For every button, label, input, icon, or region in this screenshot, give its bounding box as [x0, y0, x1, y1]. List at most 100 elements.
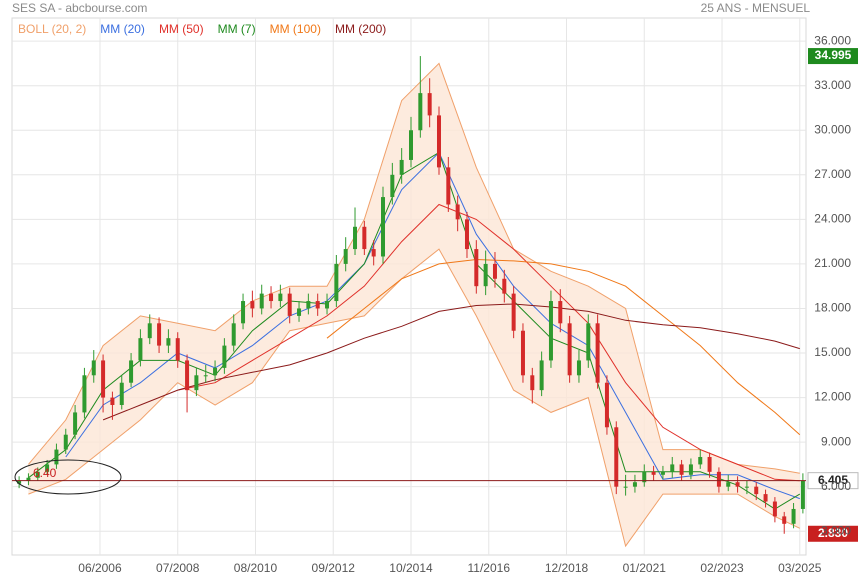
candle-body — [623, 486, 628, 488]
candle-body — [101, 360, 106, 398]
candle-body — [688, 464, 693, 475]
x-tick-label: 09/2012 — [312, 561, 356, 575]
candle-body — [530, 375, 535, 391]
candle-body — [381, 197, 386, 257]
candle-body — [129, 360, 134, 383]
y-tick-label: 3.000 — [821, 523, 851, 537]
candle-body — [259, 293, 264, 309]
candle-body — [119, 382, 124, 405]
x-tick-label: 01/2021 — [623, 561, 667, 575]
candle-body — [576, 360, 581, 376]
candle-body — [110, 397, 115, 405]
candle-body — [763, 494, 768, 502]
min-price-label: 2.830 — [818, 526, 848, 540]
annotation-ellipse — [14, 459, 122, 495]
x-tick-label: 11/2016 — [468, 561, 511, 575]
candle-body — [735, 482, 740, 487]
legend-entry: BOLL (20, 2) — [18, 22, 86, 36]
candle-body — [409, 130, 413, 160]
candle-body — [754, 486, 759, 495]
candle-body — [54, 449, 59, 465]
candle-body — [800, 480, 805, 509]
candle-body — [250, 301, 255, 309]
candle-body — [539, 360, 544, 391]
candle-body — [138, 338, 143, 361]
x-tick-label: 08/2010 — [234, 561, 278, 575]
candle-body — [297, 308, 302, 316]
candle-body — [306, 301, 311, 309]
candle-body — [157, 323, 162, 346]
y-tick-label: 21.000 — [814, 256, 851, 270]
candle-body — [791, 508, 796, 524]
moving-average — [177, 203, 800, 482]
candle-body — [26, 477, 31, 481]
y-tick-label: 36.000 — [814, 33, 851, 47]
candle-body — [63, 434, 68, 450]
candle-body — [213, 367, 218, 376]
candle-body — [520, 330, 525, 376]
candle-body — [651, 471, 656, 475]
x-tick-label: 10/2014 — [389, 561, 433, 575]
candle-body — [586, 323, 591, 361]
candle-body — [455, 204, 460, 220]
candle-body — [632, 482, 637, 487]
candle-body — [595, 323, 600, 383]
candle-body — [698, 456, 703, 465]
candle-body — [194, 375, 199, 391]
moving-average — [102, 303, 800, 421]
candle-body — [436, 115, 441, 168]
y-tick-label: 33.000 — [814, 78, 851, 92]
moving-average — [326, 258, 801, 436]
legend-entry: MM (50) — [159, 22, 204, 36]
chart-title: SES SA - abcbourse.com — [12, 1, 147, 15]
candle-body — [185, 360, 190, 391]
candle-body — [679, 464, 684, 475]
candle-body — [175, 338, 180, 361]
candle-body — [241, 301, 246, 324]
candle-body — [782, 516, 787, 524]
max-price-box — [808, 48, 858, 65]
last-price-box — [807, 472, 859, 490]
candle-body — [231, 323, 236, 346]
y-tick-label: 18.000 — [814, 301, 851, 315]
max-price-label: 34.995 — [815, 48, 852, 62]
candle-body — [315, 301, 320, 309]
x-tick-label: 02/2023 — [700, 561, 744, 575]
candle-body — [660, 471, 665, 475]
y-tick-label: 6.000 — [821, 479, 851, 493]
candle-body — [558, 301, 563, 324]
candle-body — [343, 249, 348, 264]
candle-body — [642, 471, 647, 483]
candle-body — [73, 412, 78, 435]
candle-body — [325, 301, 330, 309]
candle-body — [390, 174, 395, 198]
candle-body — [45, 464, 50, 472]
y-tick-label: 30.000 — [814, 122, 851, 136]
candle-body — [269, 293, 274, 302]
candle-body — [427, 93, 432, 116]
legend-entry: MM (100) — [270, 22, 321, 36]
candle-body — [726, 482, 731, 487]
candle-body — [464, 219, 469, 250]
candle-body — [772, 501, 777, 517]
candle-body — [670, 464, 675, 472]
candle-body — [334, 263, 339, 302]
candle-body — [604, 382, 609, 428]
legend-entry: MM (20) — [100, 22, 145, 36]
candle-body — [567, 323, 572, 376]
last-price-label: 6.405 — [818, 473, 848, 487]
x-tick-label: 03/2025 — [778, 561, 822, 575]
candle-body — [614, 427, 619, 487]
candle-body — [147, 323, 152, 339]
candle-body — [222, 345, 227, 368]
y-tick-label: 15.000 — [814, 345, 851, 359]
y-tick-label: 9.000 — [821, 434, 851, 448]
x-tick-label: 07/2008 — [156, 561, 200, 575]
min-price-box — [808, 525, 858, 542]
candle-body — [166, 338, 171, 346]
candle-body — [353, 226, 358, 250]
candle-body — [278, 293, 283, 302]
candle-body — [511, 293, 516, 331]
candle-body — [91, 360, 96, 376]
